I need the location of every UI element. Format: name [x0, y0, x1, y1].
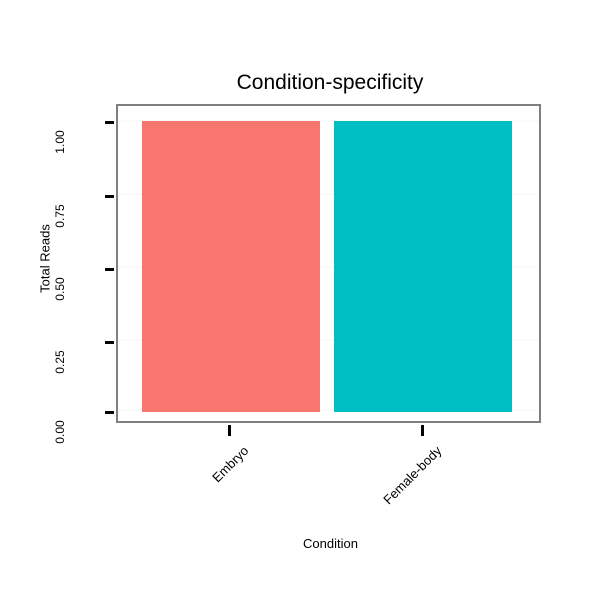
y-axis-tick	[105, 411, 114, 414]
bar-female-body[interactable]	[334, 121, 512, 412]
y-tick-label-text: 0.75	[53, 204, 67, 228]
y-axis-tick	[105, 341, 114, 344]
x-axis-title: Condition	[303, 536, 358, 551]
gridline-major-y	[118, 339, 539, 341]
x-tick-label-text: Embryo	[209, 443, 252, 486]
gridline-major-y	[118, 120, 539, 122]
gridline-major-y	[118, 409, 539, 411]
y-axis-title-text: Total Reads	[37, 224, 53, 293]
y-tick-label-text: 0.25	[53, 350, 67, 374]
chart-title: Condition-specificity	[236, 71, 424, 94]
y-tick-label-text: 0.00	[53, 420, 67, 444]
y-axis-tick	[105, 121, 114, 124]
bar-embryo[interactable]	[142, 121, 320, 412]
y-tick-label-text: 1.00	[53, 130, 67, 154]
gridline-major-y	[118, 193, 539, 195]
x-axis-tick	[421, 425, 424, 436]
x-axis-tick	[228, 425, 231, 436]
x-tick-label-text: Female-body	[380, 443, 445, 508]
panel-inner	[118, 106, 539, 421]
y-axis-tick	[105, 268, 114, 271]
plot-panel	[116, 104, 541, 423]
gridline-major-y	[118, 266, 539, 268]
y-tick-label-text: 0.50	[53, 277, 67, 301]
y-axis-tick	[105, 195, 114, 198]
